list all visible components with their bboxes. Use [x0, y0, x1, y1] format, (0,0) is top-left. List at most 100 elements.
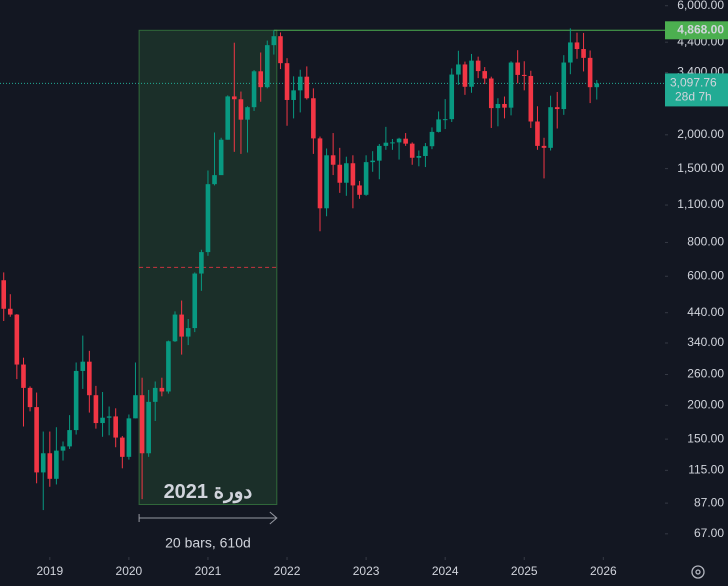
candle-body [133, 395, 138, 419]
x-tick-label: 2022 [274, 564, 301, 578]
gear-center [695, 569, 701, 575]
candle-body [73, 370, 79, 431]
candle-body [172, 314, 178, 342]
candle-body [106, 416, 112, 418]
candle-body [238, 99, 244, 120]
candle-body [548, 107, 553, 148]
candle-body [482, 71, 488, 79]
candle-body [225, 96, 231, 140]
candle-body [271, 36, 277, 46]
candle-body [357, 185, 362, 195]
candle-body [297, 76, 303, 91]
candle-body [416, 155, 422, 158]
x-tick-label: 2019 [36, 564, 63, 578]
candle-body [475, 60, 481, 72]
price-line-label-box [665, 21, 728, 40]
candle-body [146, 401, 151, 454]
x-tick-label: 2024 [432, 564, 459, 578]
candle-body [488, 78, 494, 109]
candle-body [462, 64, 468, 87]
candle-body [469, 60, 474, 87]
candle-body [311, 98, 316, 139]
settings-button[interactable] [691, 565, 705, 579]
candle-body [456, 64, 461, 75]
candle-body [54, 450, 59, 479]
candle-body [1, 280, 7, 309]
candle-body [594, 83, 600, 88]
candle-body [113, 416, 118, 438]
candle-body [278, 36, 283, 64]
candle-body [363, 162, 369, 195]
candle-body [192, 273, 198, 329]
candle-body [231, 96, 237, 100]
y-tick-label: 115.00 [688, 463, 724, 477]
candle-body [561, 62, 567, 110]
candle-body [423, 146, 428, 156]
candle-body [139, 395, 145, 454]
candle-body [449, 74, 455, 120]
x-tick-label: 2026 [590, 564, 617, 578]
candle-body [377, 145, 382, 161]
candle-body [304, 76, 310, 99]
y-tick-label: 200.00 [687, 397, 724, 411]
range-measure: 20 bars, 610d [165, 535, 251, 551]
x-tick-label: 2021 [195, 564, 222, 578]
candle-body [93, 395, 99, 424]
candle-body [60, 446, 66, 451]
candle-body [409, 143, 415, 158]
candle-body [67, 430, 72, 447]
candle-body [390, 142, 395, 144]
candle-body [40, 453, 46, 473]
candle-body [515, 62, 520, 75]
range-arrow-head [269, 511, 278, 525]
price-line-label: 4,868.00 [677, 22, 724, 36]
candle-body [205, 184, 211, 253]
candle-body [166, 341, 171, 392]
candle-body [199, 252, 204, 274]
candle-body [554, 107, 560, 110]
candle-body [396, 138, 402, 143]
candle-body [87, 361, 92, 396]
candle-body [21, 364, 26, 388]
candle-body [521, 74, 527, 76]
candle-body [535, 121, 540, 146]
y-tick-label: 2,000.00 [677, 127, 724, 141]
candle-body [47, 453, 53, 479]
y-tick-label: 6,000.00 [677, 0, 724, 12]
x-tick-label: 2020 [116, 564, 143, 578]
candle-body [337, 164, 343, 183]
candle-body [152, 387, 158, 402]
y-tick-label: 260.00 [687, 367, 724, 381]
candle-body [581, 49, 586, 58]
candle-body [245, 107, 250, 120]
candle-body [330, 155, 336, 165]
candle-body [429, 131, 435, 147]
x-tick-label: 2023 [353, 564, 380, 578]
candle-body [442, 119, 448, 121]
y-tick-label: 1,100.00 [677, 197, 724, 211]
candle-body [100, 417, 105, 424]
candle-body [587, 57, 593, 88]
candle-body [34, 407, 39, 473]
candle-body [120, 437, 125, 457]
candle-body [370, 160, 375, 163]
candle-body [383, 142, 389, 146]
y-tick-label: 340.00 [687, 335, 724, 349]
candle-body [350, 163, 356, 186]
candle-body [528, 75, 534, 122]
candle-body [126, 418, 132, 457]
range-label: دورة 2021 [164, 481, 253, 504]
candle-body [258, 71, 264, 88]
gear-outline [691, 565, 705, 579]
candle-body [185, 328, 191, 337]
candle-body [344, 163, 349, 183]
candle-body [403, 138, 408, 144]
candle-body [502, 103, 507, 108]
candle-body [218, 139, 224, 176]
candle-body [436, 119, 441, 132]
candle-body [508, 62, 514, 108]
last-price-box [665, 73, 728, 107]
candle-body [291, 90, 296, 100]
